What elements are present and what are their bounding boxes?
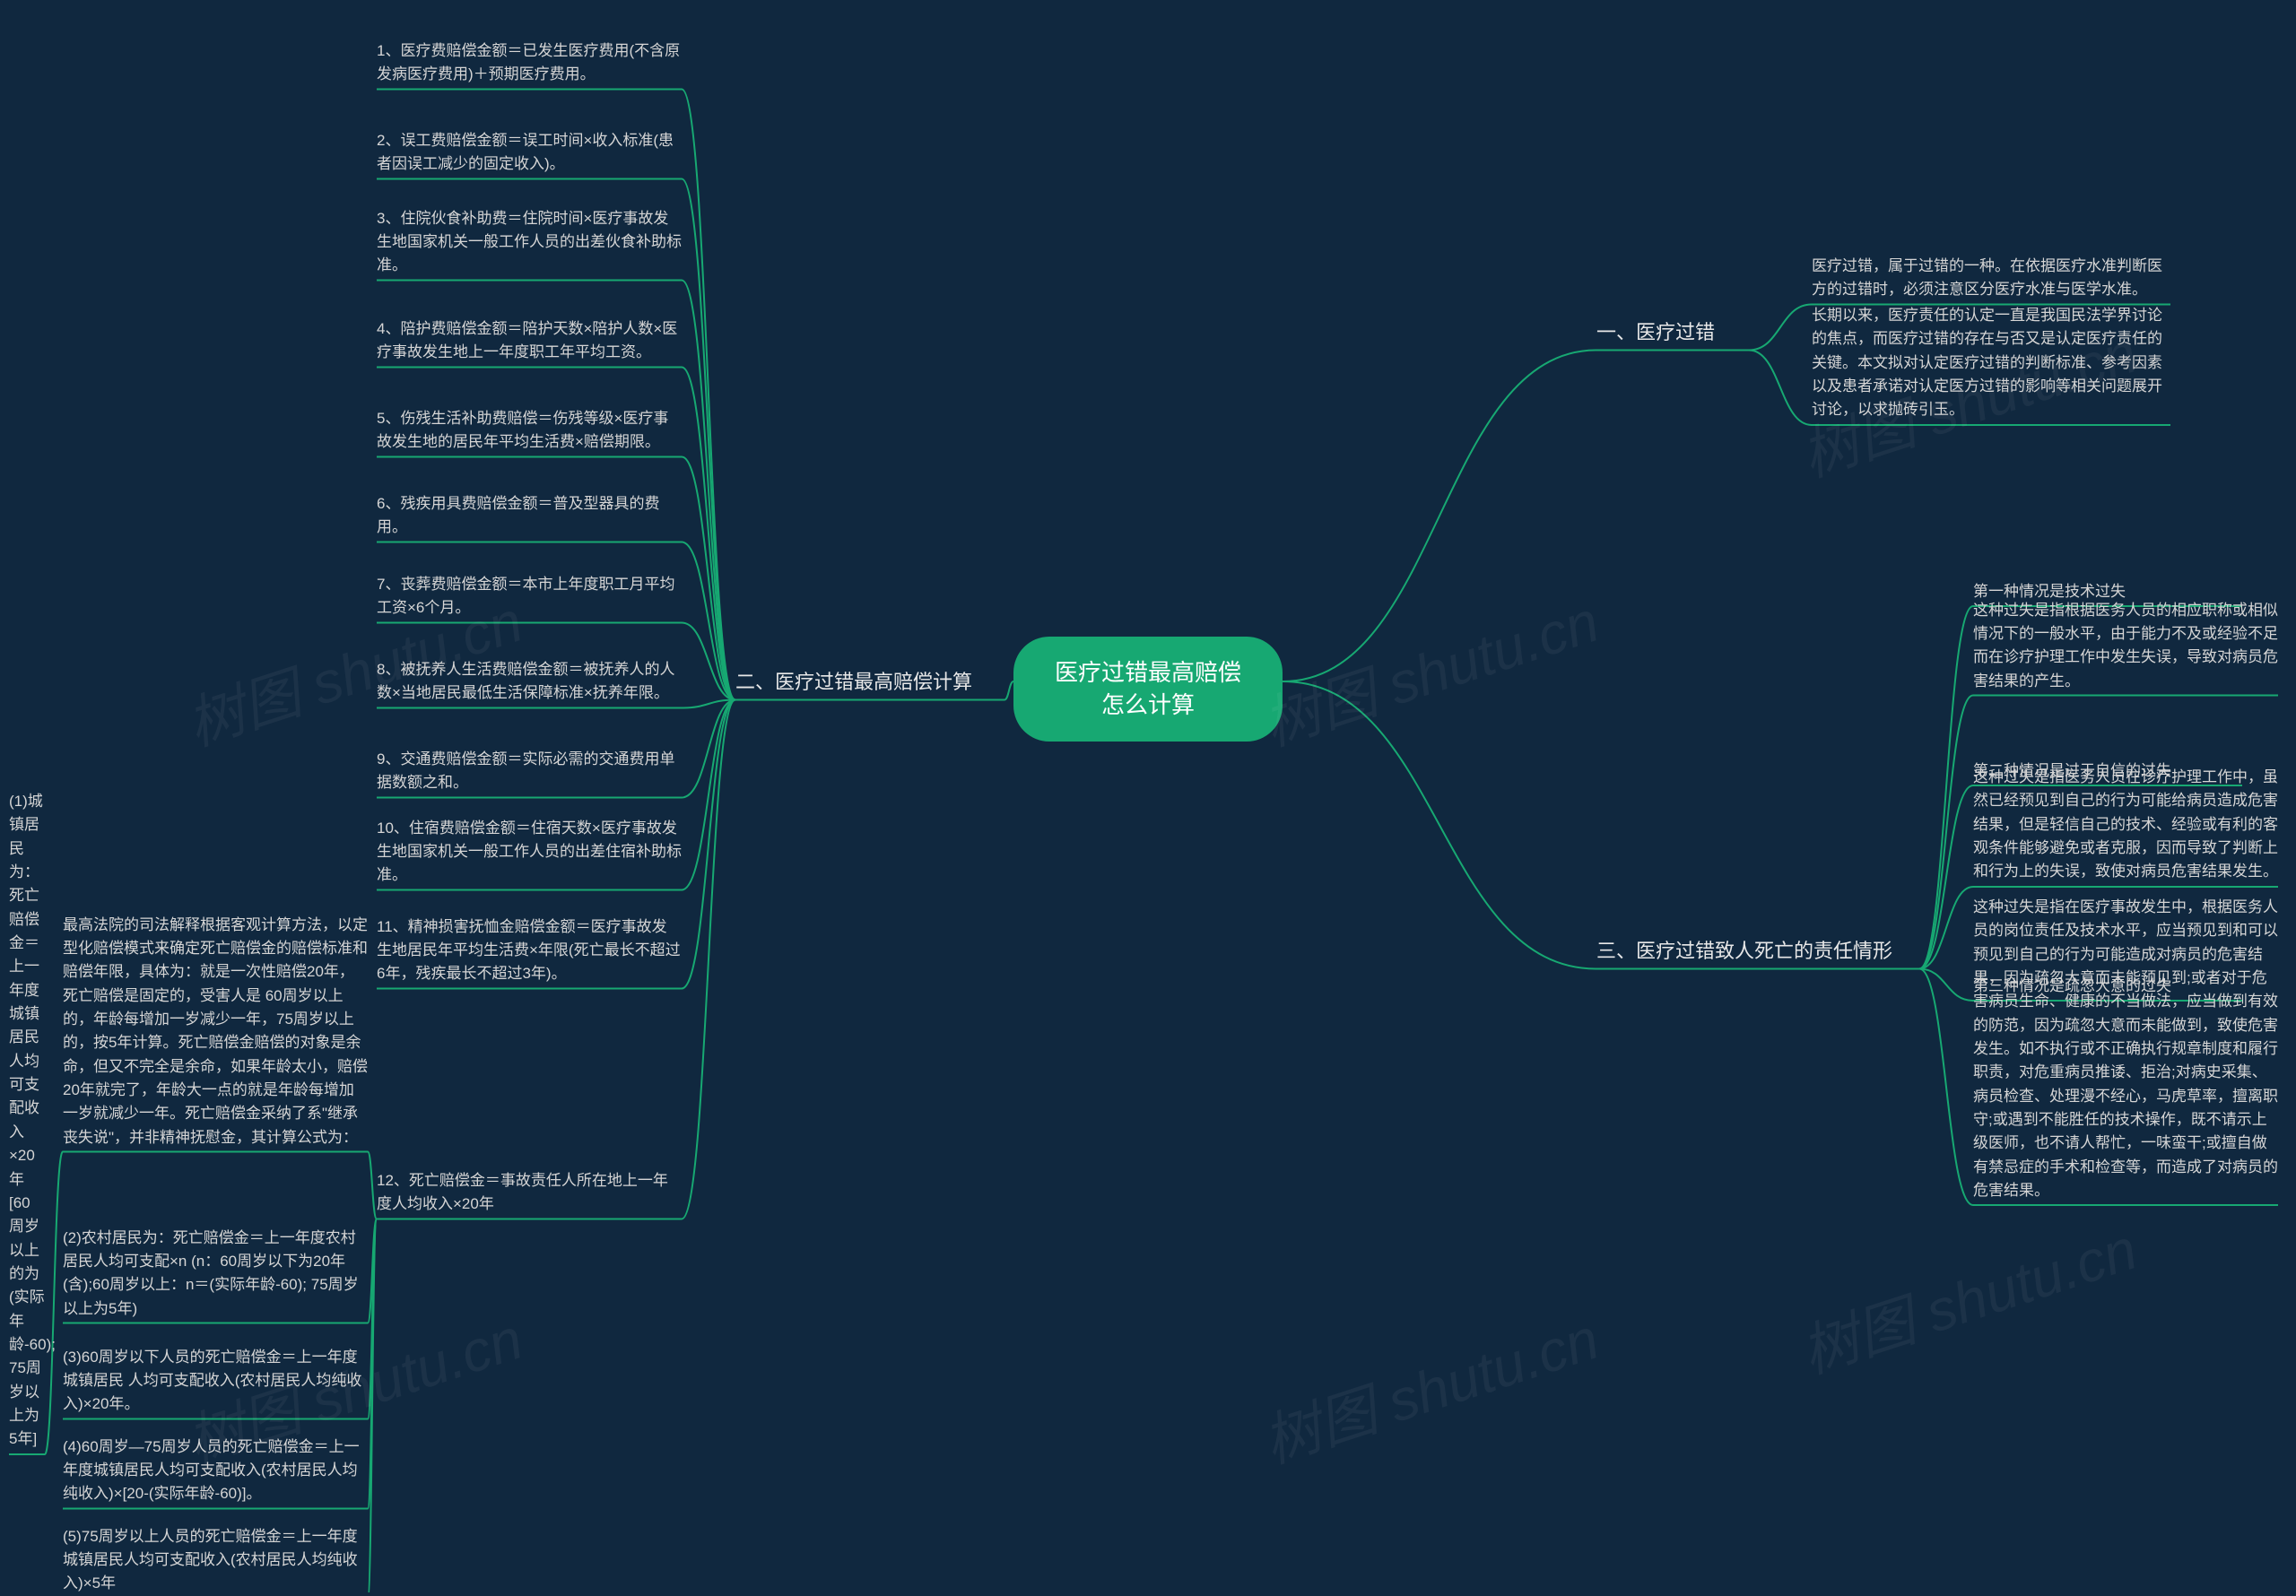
leaf-b2-5-text: 6、残疾用具费赔偿金额＝普及型器具的费用。 — [377, 495, 659, 535]
sub12-0-text: 最高法院的司法解释根据客观计算方法，以定型化赔偿模式来确定死亡赔偿金的赔偿标准和… — [63, 916, 368, 1146]
leaf-b2-5[interactable]: 6、残疾用具费赔偿金额＝普及型器具的费用。 — [377, 492, 682, 540]
sub12-0[interactable]: 最高法院的司法解释根据客观计算方法，以定型化赔偿模式来确定死亡赔偿金的赔偿标准和… — [63, 914, 368, 1149]
branch-b3-text: 三、医疗过错致人死亡的责任情形 — [1596, 940, 1892, 962]
watermark-5: 树图 shutu.cn — [1789, 1203, 2145, 1389]
sub12-2-text: (3)60周岁以下人员的死亡赔偿金＝上一年度城镇居民 人均可支配收入(农村居民人… — [63, 1349, 361, 1413]
leaf-b2-1[interactable]: 2、误工费赔偿金额＝误工时间×收入标准(患者因误工减少的固定收入)。 — [377, 129, 682, 177]
leaf-b3-1-text: 这种过失是指根据医务人员的相应职称或相似情况下的一般水平，由于能力不及或经验不足… — [1973, 602, 2278, 690]
leaf-b1-1[interactable]: 长期以来，医疗责任的认定一直是我国民法学界讨论的焦点，而医疗过错的存在与否又是认… — [1812, 304, 2170, 422]
leaf-b2-4-text: 5、伤残生活补助费赔偿＝伤残等级×医疗事故发生地的居民年平均生活费×赔偿期限。 — [377, 410, 668, 450]
leaf-b2-2[interactable]: 3、住院伙食补助费＝住院时间×医疗事故发生地国家机关一般工作人员的出差伙食补助标… — [377, 207, 682, 278]
leaf-b2-1-text: 2、误工费赔偿金额＝误工时间×收入标准(患者因误工减少的固定收入)。 — [377, 132, 674, 172]
root-title: 医疗过错最高赔偿怎么计算 — [1055, 659, 1241, 718]
leaf-b3-5-text: 这种过失是指在医疗事故发生中，根据医务人员的岗位责任及技术水平，应当预见到和可以… — [1973, 898, 2278, 1199]
sub12-0-0-text: (1)城镇居民为：死亡赔偿金＝上一年度城镇居民人均可支配收入×20年[60周岁以… — [9, 793, 56, 1447]
leaf-b2-10-text: 11、精神损害抚恤金赔偿金额＝医疗事故发生地居民年平均生活费×年限(死亡最长不超… — [377, 918, 681, 983]
leaf-b3-3[interactable]: 这种过失是指医务人员在诊疗护理工作中，虽然已经预见到自己的行为可能给病员造成危害… — [1973, 766, 2278, 884]
watermark-1: 树图 shutu.cn — [1251, 576, 1607, 761]
sub12-2[interactable]: (3)60周岁以下人员的死亡赔偿金＝上一年度城镇居民 人均可支配收入(农村居民人… — [63, 1346, 368, 1417]
sub12-1-text: (2)农村居民为：死亡赔偿金＝上一年度农村居民人均可支配×n (n：60周岁以下… — [63, 1229, 359, 1317]
sub12-0-0[interactable]: (1)城镇居民为：死亡赔偿金＝上一年度城镇居民人均可支配收入×20年[60周岁以… — [9, 790, 45, 1452]
leaf-b2-6[interactable]: 7、丧葬费赔偿金额＝本市上年度职工月平均工资×6个月。 — [377, 573, 682, 620]
branch-b2[interactable]: 二、医疗过错最高赔偿计算 — [735, 667, 1004, 697]
leaf-b2-7[interactable]: 8、被抚养人生活费赔偿金额＝被抚养人的人数×当地居民最低生活保障标准×抚养年限。 — [377, 658, 682, 706]
leaf-b3-5[interactable]: 这种过失是指在医疗事故发生中，根据医务人员的岗位责任及技术水平，应当预见到和可以… — [1973, 896, 2278, 1202]
leaf-b3-3-text: 这种过失是指医务人员在诊疗护理工作中，虽然已经预见到自己的行为可能给病员造成危害… — [1973, 768, 2278, 880]
leaf-b2-8[interactable]: 9、交通费赔偿金额＝实际必需的交通费用单据数额之和。 — [377, 748, 682, 795]
leaf-b2-0-text: 1、医疗费赔偿金额＝已发生医疗费用(不含原发病医疗费用)＋预期医疗费用。 — [377, 42, 680, 82]
sub12-3-text: (4)60周岁—75周岁人员的死亡赔偿金＝上一年度城镇居民人均可支配收入(农村居… — [63, 1438, 360, 1503]
leaf-b2-3-text: 4、陪护费赔偿金额＝陪护天数×陪护人数×医疗事故发生地上一年度职工年平均工资。 — [377, 320, 677, 360]
leaf-b2-11-text: 12、死亡赔偿金＝事故责任人所在地上一年度人均收入×20年 — [377, 1172, 668, 1212]
leaf-b2-6-text: 7、丧葬费赔偿金额＝本市上年度职工月平均工资×6个月。 — [377, 576, 674, 616]
branch-b1[interactable]: 一、医疗过错 — [1596, 317, 1749, 347]
leaf-b2-7-text: 8、被抚养人生活费赔偿金额＝被抚养人的人数×当地居民最低生活保障标准×抚养年限。 — [377, 661, 674, 701]
branch-b3[interactable]: 三、医疗过错致人死亡的责任情形 — [1596, 936, 1919, 966]
sub12-3[interactable]: (4)60周岁—75周岁人员的死亡赔偿金＝上一年度城镇居民人均可支配收入(农村居… — [63, 1436, 368, 1506]
leaf-b3-1[interactable]: 这种过失是指根据医务人员的相应职称或相似情况下的一般水平，由于能力不及或经验不足… — [1973, 599, 2278, 693]
leaf-b1-1-text: 长期以来，医疗责任的认定一直是我国民法学界讨论的焦点，而医疗过错的存在与否又是认… — [1812, 307, 2162, 418]
root-node[interactable]: 医疗过错最高赔偿怎么计算 — [1013, 637, 1283, 742]
leaf-b1-0[interactable]: 医疗过错，属于过错的一种。在依据医疗水准判断医方的过错时，必须注意区分医疗水准与… — [1812, 255, 2170, 302]
leaf-b2-9-text: 10、住宿费赔偿金额＝住宿天数×医疗事故发生地国家机关一般工作人员的出差住宿补助… — [377, 820, 682, 884]
leaf-b2-8-text: 9、交通费赔偿金额＝实际必需的交通费用单据数额之和。 — [377, 750, 674, 791]
watermark-3: 树图 shutu.cn — [1251, 1293, 1607, 1479]
sub12-1[interactable]: (2)农村居民为：死亡赔偿金＝上一年度农村居民人均可支配×n (n：60周岁以下… — [63, 1227, 368, 1321]
branch-b2-text: 二、医疗过错最高赔偿计算 — [735, 671, 972, 693]
leaf-b2-2-text: 3、住院伙食补助费＝住院时间×医疗事故发生地国家机关一般工作人员的出差伙食补助标… — [377, 210, 682, 274]
sub12-4-text: (5)75周岁以上人员的死亡赔偿金＝上一年度城镇居民人均可支配收入(农村居民人均… — [63, 1528, 358, 1592]
leaf-b1-0-text: 医疗过错，属于过错的一种。在依据医疗水准判断医方的过错时，必须注意区分医疗水准与… — [1812, 257, 2162, 298]
leaf-b2-9[interactable]: 10、住宿费赔偿金额＝住宿天数×医疗事故发生地国家机关一般工作人员的出差住宿补助… — [377, 817, 682, 888]
branch-b1-text: 一、医疗过错 — [1596, 321, 1715, 343]
leaf-b2-11[interactable]: 12、死亡赔偿金＝事故责任人所在地上一年度人均收入×20年 — [377, 1169, 682, 1217]
leaf-b2-3[interactable]: 4、陪护费赔偿金额＝陪护天数×陪护人数×医疗事故发生地上一年度职工年平均工资。 — [377, 317, 682, 365]
sub12-4[interactable]: (5)75周岁以上人员的死亡赔偿金＝上一年度城镇居民人均可支配收入(农村居民人均… — [63, 1525, 368, 1596]
leaf-b2-4[interactable]: 5、伤残生活补助费赔偿＝伤残等级×医疗事故发生地的居民年平均生活费×赔偿期限。 — [377, 407, 682, 455]
leaf-b3-0-text: 第一种情况是技术过失 — [1973, 583, 2126, 600]
leaf-b2-0[interactable]: 1、医疗费赔偿金额＝已发生医疗费用(不含原发病医疗费用)＋预期医疗费用。 — [377, 39, 682, 87]
leaf-b2-10[interactable]: 11、精神损害抚恤金赔偿金额＝医疗事故发生地居民年平均生活费×年限(死亡最长不超… — [377, 915, 682, 986]
